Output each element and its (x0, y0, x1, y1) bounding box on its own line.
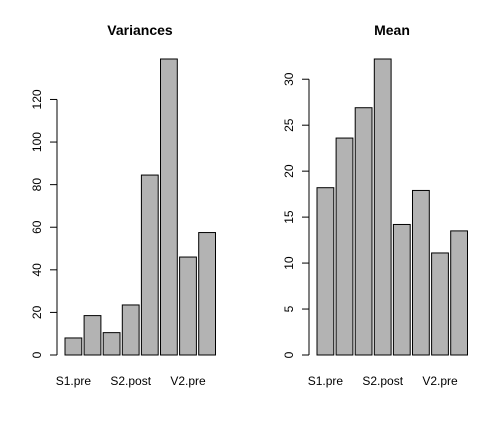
variances-chart-panel: Variances 0 20 40 60 80 100 120 S1.pre S2.post V… (30, 22, 216, 388)
mean-y-tick-label-5: 5 (282, 305, 296, 312)
mean-bar-v1-post (412, 189, 430, 356)
mean-bar-s2-pre (354, 107, 373, 356)
variances-x-labels: S1.pre S2.post V2.pre (56, 374, 206, 388)
mean-y-tick-label-10: 10 (282, 256, 296, 270)
mean-y-tick-label-0: 0 (282, 351, 296, 358)
variances-bar-s1-post (83, 315, 102, 356)
mean-bar-v1-pre (392, 223, 411, 356)
mean-y-tick-label-15: 15 (282, 210, 296, 224)
mean-bar-s2-post (373, 58, 392, 356)
mean-y-axis: 0 5 10 15 20 25 30 (282, 72, 310, 358)
variances-y-tick-label-60: 60 (30, 220, 44, 234)
mean-x-label-s1-pre: S1.pre (308, 374, 344, 388)
variances-x-label-s1-pre: S1.pre (56, 374, 92, 388)
variances-bar-v1-post (160, 58, 178, 356)
variances-y-tick-label-40: 40 (30, 263, 44, 277)
mean-bar-s1-pre (316, 187, 335, 356)
mean-bar-s1-post (335, 137, 354, 356)
mean-bar-v2-pre (431, 252, 449, 356)
variances-y-tick-label-20: 20 (30, 305, 44, 319)
variances-x-label-v2-pre: V2.pre (170, 374, 206, 388)
variances-bar-v2-post (198, 232, 216, 356)
variances-x-label-s2-post: S2.post (110, 374, 151, 388)
mean-x-label-v2-pre: V2.pre (422, 374, 458, 388)
mean-y-tick-label-25: 25 (282, 118, 296, 132)
variances-y-tick-label-0: 0 (30, 351, 44, 358)
variances-y-axis: 0 20 40 60 80 100 120 (30, 89, 58, 358)
variances-chart-title: Variances (107, 22, 173, 38)
variances-bar-v2-pre (179, 256, 197, 356)
variances-bar-s2-post (121, 304, 140, 356)
mean-bar-v2-post (450, 230, 469, 356)
mean-y-tick-label-30: 30 (282, 72, 296, 86)
mean-bars (316, 58, 469, 356)
mean-x-labels: S1.pre S2.post V2.pre (308, 374, 458, 388)
mean-chart-title: Mean (374, 22, 410, 38)
mean-x-label-s2-post: S2.post (362, 374, 403, 388)
variances-y-tick-label-80: 80 (30, 178, 44, 192)
variances-bars (64, 58, 216, 356)
mean-chart-panel: Mean 0 5 10 15 20 25 30 S1.pre S2.post V2.pre (282, 22, 469, 388)
variances-bar-s2-pre (102, 332, 121, 356)
variances-bar-s1-pre (64, 337, 83, 356)
variances-y-tick-label-100: 100 (30, 132, 44, 152)
variances-y-tick-label-120: 120 (30, 89, 44, 109)
variances-bar-v1-pre (140, 174, 159, 356)
mean-y-tick-label-20: 20 (282, 164, 296, 178)
